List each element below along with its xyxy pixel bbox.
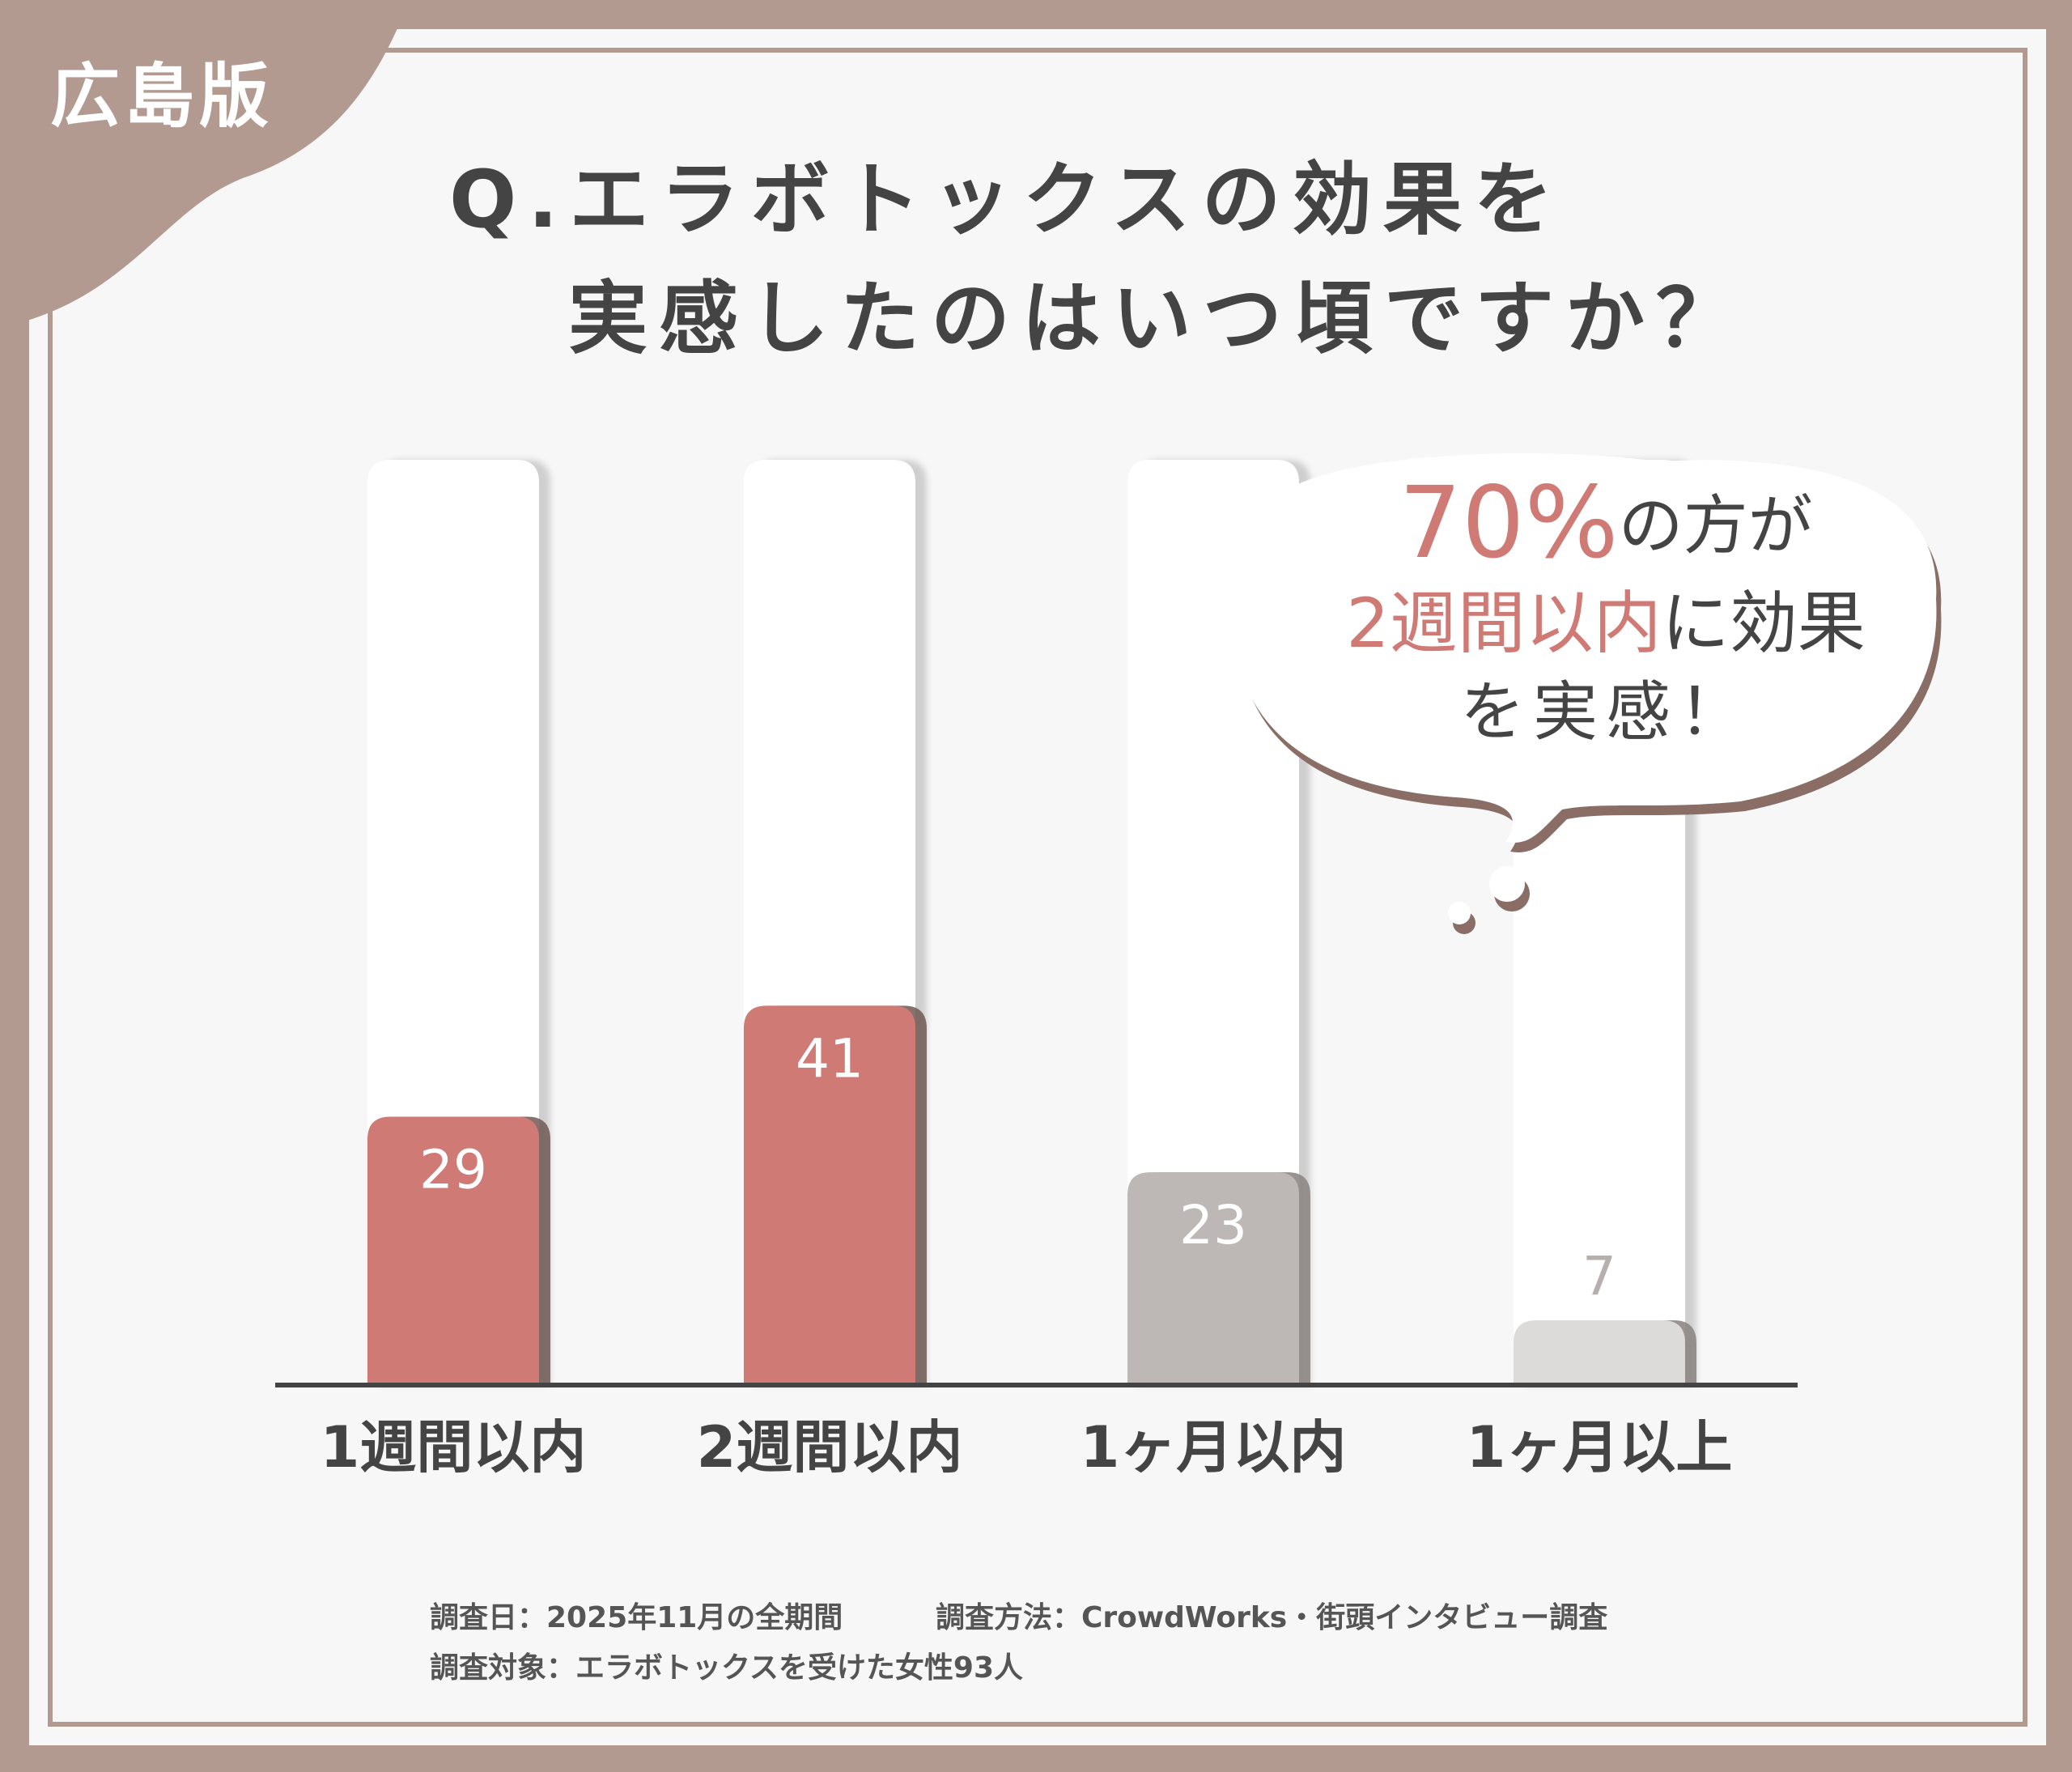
- chart-title: Q.エラボトックスの効果を: [449, 154, 1565, 246]
- note: 調査日：2025年11月の全期間: [430, 1600, 843, 1634]
- bar: [367, 1116, 539, 1385]
- badge: 広島版: [50, 56, 274, 137]
- inner-border: [48, 48, 2027, 1727]
- value-label: 7: [1582, 1245, 1616, 1307]
- value-label: 23: [1179, 1194, 1247, 1256]
- note: 調査対象：エラボトックスを受けた女性93人: [430, 1651, 1023, 1685]
- note: 調査方法：CrowdWorks・街頭インタビュー調査: [936, 1601, 1607, 1634]
- callout-text: に効果: [1662, 584, 1866, 663]
- value-label: 41: [796, 1027, 864, 1090]
- bar: [744, 1005, 915, 1385]
- bar: [1514, 1319, 1685, 1385]
- callout-bubble: [1232, 453, 1937, 924]
- x-tick-label: 1ヶ月以上: [1467, 1414, 1733, 1481]
- callout-highlight: 2週間以内: [1346, 584, 1661, 663]
- callout-text: を実感！: [1460, 674, 1751, 750]
- x-tick-label: 2週間以内: [697, 1414, 963, 1481]
- value-label: 29: [419, 1139, 487, 1201]
- badge-bg: [0, 0, 410, 328]
- callout-line: 70%の方が: [1399, 465, 1812, 580]
- callout-line: 2週間以内に効果: [1346, 584, 1865, 663]
- chart-title: 実感したのはいつ頃ですか？: [568, 273, 1747, 365]
- callout-highlight: 70%: [1399, 465, 1618, 580]
- x-tick-label: 1ヶ月以内: [1081, 1414, 1347, 1481]
- bar: [1127, 1172, 1299, 1385]
- panel: [29, 29, 2046, 1745]
- x-tick-label: 1週間以内: [321, 1414, 587, 1481]
- callout-text: の方が: [1619, 488, 1813, 563]
